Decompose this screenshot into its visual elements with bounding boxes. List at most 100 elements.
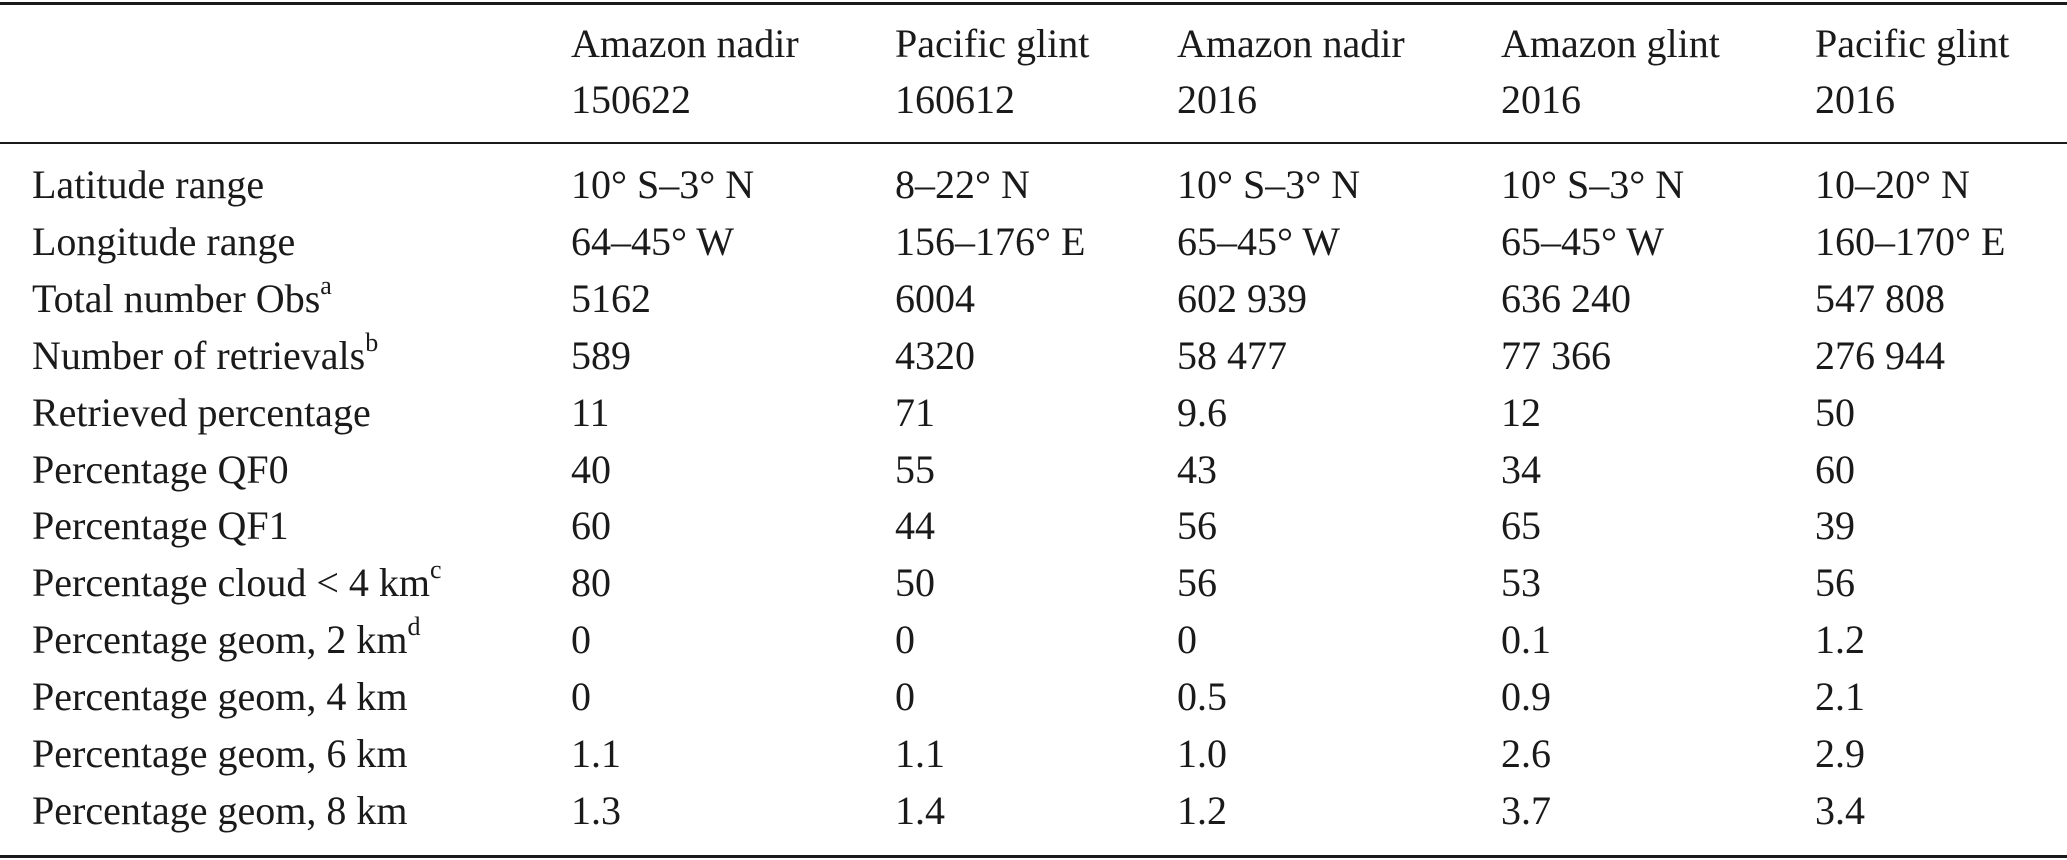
row-label: Percentage QF1 <box>32 506 289 546</box>
cell: 547 808 <box>1815 275 1945 321</box>
row-label: Percentage geom, 4 km <box>32 677 407 717</box>
cell: 50 <box>1815 389 1855 435</box>
cell: 44 <box>895 503 935 549</box>
column-header: Pacific glint <box>1815 21 2010 66</box>
row-label-text: Percentage geom, 6 km <box>32 731 408 776</box>
footnote-marker: d <box>407 612 421 642</box>
footnote-marker: b <box>365 327 379 357</box>
cell: 5162 <box>571 275 651 321</box>
cell: 156–176° E <box>895 218 1086 264</box>
cell: 8–22° N <box>895 162 1030 207</box>
cell: 0.1 <box>1501 617 1551 663</box>
row-label-text: Percentage cloud < 4 km <box>32 560 430 606</box>
cell: 43 <box>1177 446 1217 492</box>
cell: 56 <box>1177 503 1217 549</box>
cell: 40 <box>571 446 611 492</box>
column-header: 2016 <box>1815 77 1895 122</box>
cell: 602 939 <box>1177 275 1307 321</box>
row-label-text: Percentage geom, 2 km <box>32 617 408 663</box>
column-header: 150622 <box>571 77 691 122</box>
cell: 71 <box>895 389 935 435</box>
cell: 60 <box>571 503 611 549</box>
column-header: Amazon glint <box>1501 21 1720 66</box>
cell: 3.7 <box>1501 787 1551 833</box>
cell: 1.0 <box>1177 731 1227 776</box>
column-header: Amazon nadir <box>1177 21 1405 66</box>
row-label: Percentage QF0 <box>32 446 289 492</box>
cell: 65–45° W <box>1177 218 1341 264</box>
cell: 11 <box>571 389 610 435</box>
cell: 0 <box>895 674 915 720</box>
cell: 2.6 <box>1501 731 1551 776</box>
cell: 0.5 <box>1177 674 1227 720</box>
bottom-rule <box>0 855 2067 858</box>
cell: 1.2 <box>1815 617 1865 663</box>
cell: 10° S–3° N <box>571 162 755 207</box>
cell: 10° S–3° N <box>1177 162 1361 207</box>
row-label: Latitude range <box>32 165 264 205</box>
cell: 636 240 <box>1501 275 1631 321</box>
row-label: Longitude range <box>32 218 296 264</box>
cell: 0 <box>895 617 915 663</box>
row-label-text: Total number Obs <box>32 275 321 321</box>
row-label-text: Percentage geom, 4 km <box>32 674 408 720</box>
cell: 1.1 <box>571 731 621 776</box>
column-header: 160612 <box>895 77 1015 122</box>
row-label-text: Number of retrievals <box>32 332 366 378</box>
footnote-marker: a <box>320 270 332 300</box>
cell: 58 477 <box>1177 332 1287 378</box>
cell: 60 <box>1815 446 1855 492</box>
column-header: 2016 <box>1177 77 1257 122</box>
cell: 34 <box>1501 446 1541 492</box>
row-label: Total number Obsa <box>32 272 332 321</box>
row-label: Percentage geom, 8 km <box>32 787 408 833</box>
footnote-marker: c <box>430 555 442 585</box>
cell: 6004 <box>895 275 975 321</box>
cell: 9.6 <box>1177 389 1227 435</box>
cell: 2.1 <box>1815 674 1865 720</box>
cell: 160–170° E <box>1815 218 2006 264</box>
header-rule <box>0 142 2067 144</box>
cell: 4320 <box>895 332 975 378</box>
row-label-text: Percentage QF0 <box>32 446 289 492</box>
cell: 1.2 <box>1177 787 1227 833</box>
cell: 64–45° W <box>571 218 735 264</box>
row-label-text: Retrieved percentage <box>32 389 371 435</box>
row-label: Percentage geom, 6 km <box>32 734 407 774</box>
cell: 80 <box>571 560 611 606</box>
cell: 10° S–3° N <box>1501 162 1685 207</box>
cell: 276 944 <box>1815 332 1945 378</box>
cell: 3.4 <box>1815 787 1865 833</box>
row-label: Number of retrievalsb <box>32 329 378 378</box>
cell: 56 <box>1815 560 1855 606</box>
row-label-text: Latitude range <box>32 162 265 207</box>
cell: 65 <box>1501 503 1541 549</box>
row-label: Percentage geom, 2 kmd <box>32 614 420 663</box>
cell: 0 <box>571 674 591 720</box>
cell: 589 <box>571 332 631 378</box>
cell: 77 366 <box>1501 332 1611 378</box>
top-rule <box>0 2 2067 5</box>
cell: 10–20° N <box>1815 162 1970 207</box>
column-header: Amazon nadir <box>571 21 799 66</box>
cell: 1.4 <box>895 787 945 833</box>
cell: 0 <box>571 617 591 663</box>
cell: 0.9 <box>1501 674 1551 720</box>
cell: 55 <box>895 446 935 492</box>
row-label-text: Longitude range <box>32 218 296 264</box>
cell: 0 <box>1177 617 1197 663</box>
cell: 53 <box>1501 560 1541 606</box>
cell: 56 <box>1177 560 1217 606</box>
row-label-text: Percentage QF1 <box>32 503 289 549</box>
row-label-text: Percentage geom, 8 km <box>32 787 408 833</box>
cell: 1.3 <box>571 787 621 833</box>
cell: 50 <box>895 560 935 606</box>
column-header: 2016 <box>1501 77 1581 122</box>
column-header: Pacific glint <box>895 21 1090 66</box>
cell: 65–45° W <box>1501 218 1665 264</box>
cell: 2.9 <box>1815 731 1865 776</box>
cell: 1.1 <box>895 731 945 776</box>
cell: 12 <box>1501 389 1541 435</box>
row-label: Percentage cloud < 4 kmc <box>32 557 442 606</box>
